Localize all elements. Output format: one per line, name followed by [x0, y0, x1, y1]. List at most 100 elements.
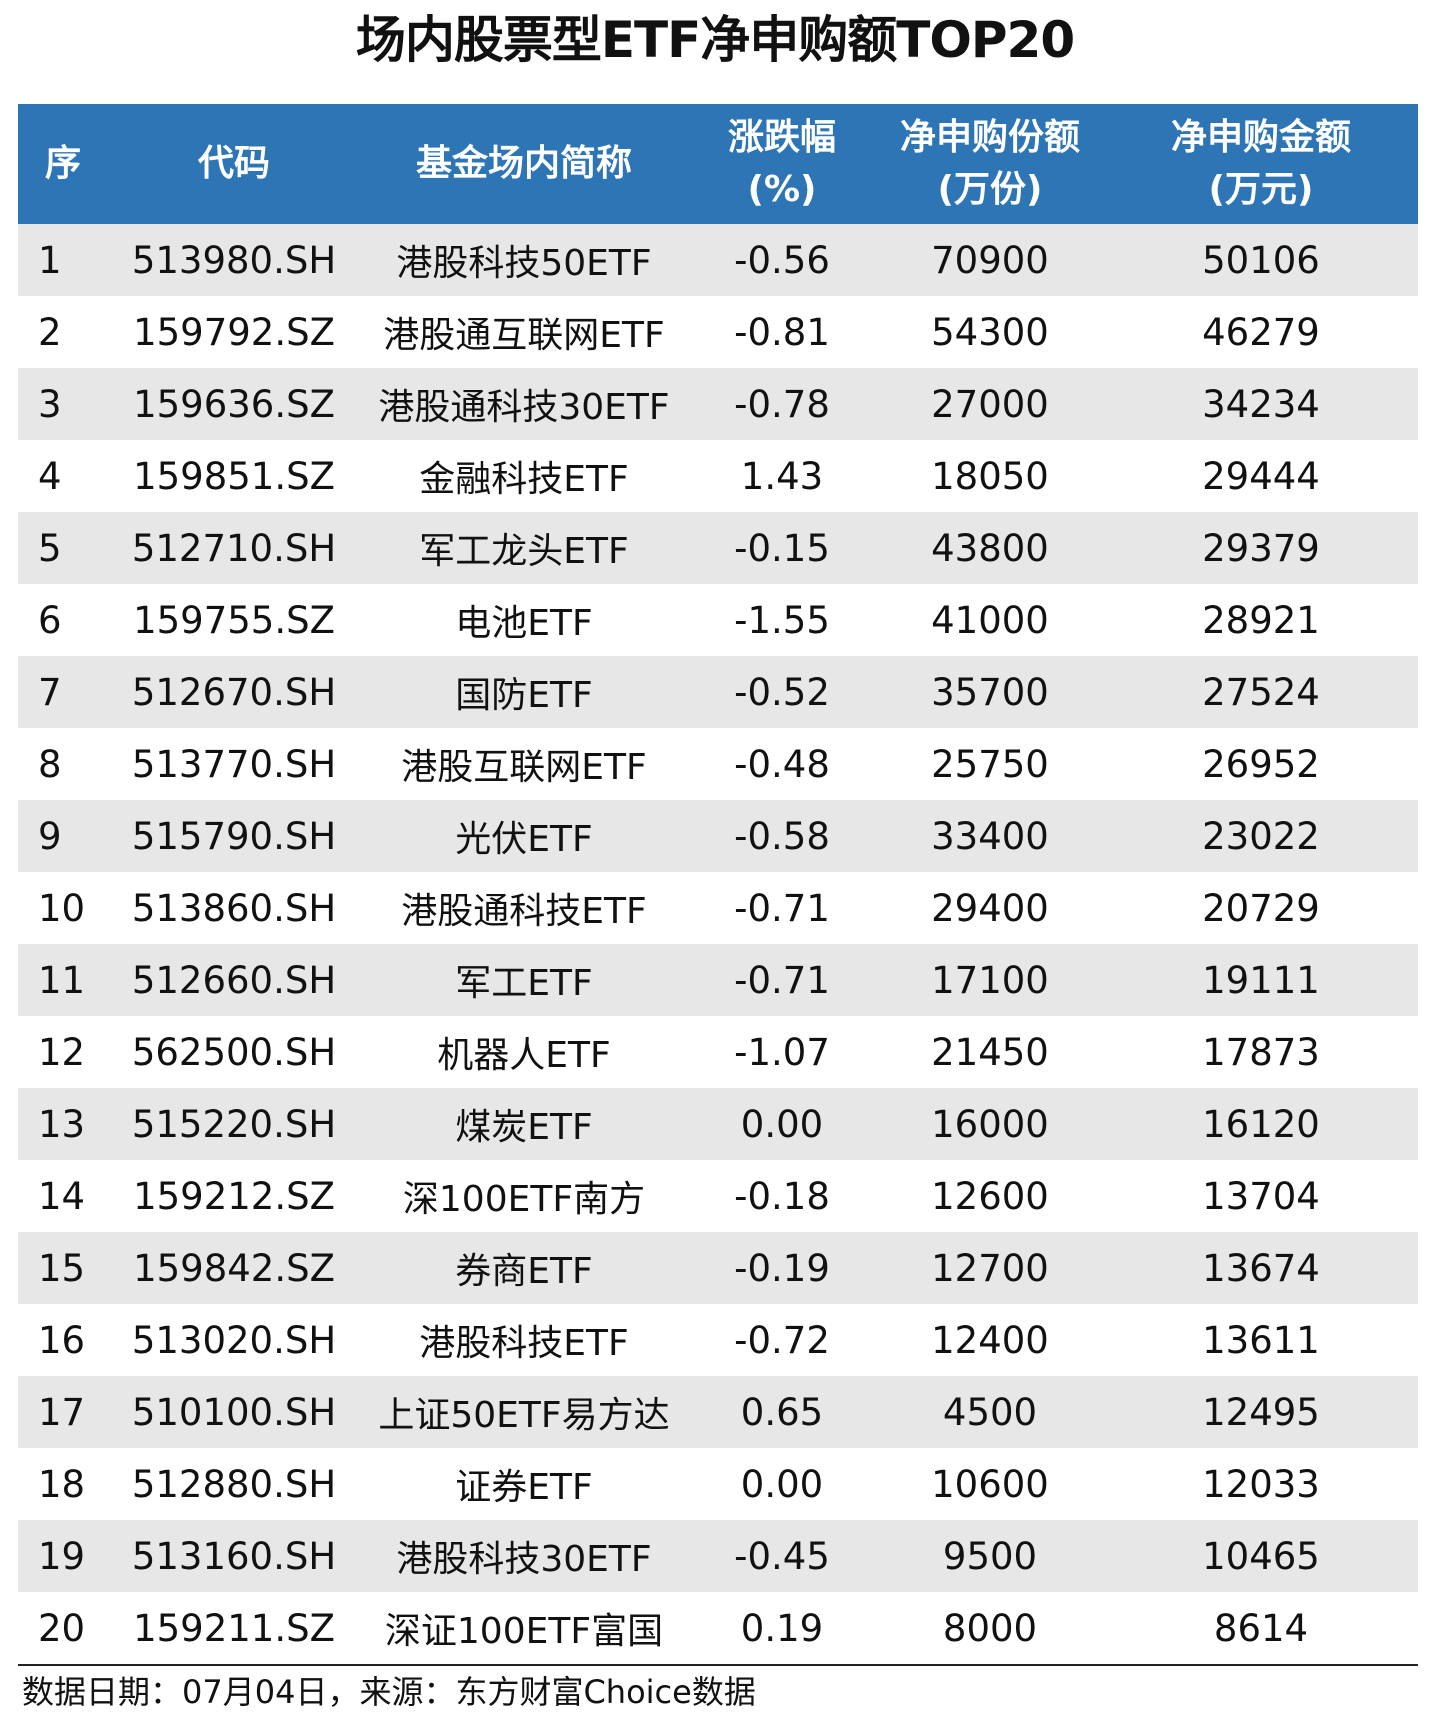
cell-net-shares: 12600 [931, 1174, 1049, 1218]
cell-change: -1.55 [734, 598, 830, 642]
cell-fund-name: 军工龙头ETF [419, 531, 629, 572]
table-row: 9 515790.SH 光伏ETF -0.58 33400 23022 [18, 800, 1418, 872]
cell-fund-name: 金融科技ETF [419, 459, 629, 500]
table-row: 15 159842.SZ 券商ETF -0.19 12700 13674 [18, 1232, 1418, 1304]
cell-fund-name: 电池ETF [455, 603, 593, 644]
cell-fund-name: 港股通科技30ETF [378, 387, 670, 428]
cell-net-shares: 12400 [931, 1318, 1049, 1362]
cell-net-amount: 12495 [1202, 1390, 1320, 1434]
cell-seq: 18 [38, 1462, 86, 1506]
cell-net-amount: 13611 [1202, 1318, 1320, 1362]
cell-net-shares: 10600 [931, 1462, 1049, 1506]
table-row: 13 515220.SH 煤炭ETF 0.00 16000 16120 [18, 1088, 1418, 1160]
cell-code: 512710.SH [131, 526, 337, 570]
table-row: 12 562500.SH 机器人ETF -1.07 21450 17873 [18, 1016, 1418, 1088]
cell-code: 159842.SZ [133, 1246, 335, 1290]
header-shares-label: 净申购份额 [899, 117, 1080, 158]
cell-net-shares: 8000 [942, 1606, 1038, 1650]
cell-fund-name: 券商ETF [455, 1251, 593, 1292]
table-row: 20 159211.SZ 深证100ETF富国 0.19 8000 8614 [18, 1592, 1418, 1664]
cell-net-shares: 29400 [931, 886, 1049, 930]
cell-seq: 14 [38, 1174, 86, 1218]
table-row: 8 513770.SH 港股互联网ETF -0.48 25750 26952 [18, 728, 1418, 800]
cell-fund-name: 港股科技30ETF [396, 1539, 652, 1580]
cell-fund-name: 港股通科技ETF [401, 891, 647, 932]
page-title: 场内股票型ETF净申购额TOP20 [355, 11, 1075, 69]
cell-code: 159792.SZ [133, 310, 335, 354]
header-change-unit: (%) [747, 169, 817, 210]
cell-seq: 9 [38, 814, 62, 858]
cell-code: 510100.SH [131, 1390, 337, 1434]
table-row: 14 159212.SZ 深100ETF南方 -0.18 12600 13704 [18, 1160, 1418, 1232]
cell-fund-name: 港股科技ETF [419, 1323, 629, 1364]
cell-seq: 16 [38, 1318, 86, 1362]
cell-code: 159211.SZ [133, 1606, 335, 1650]
cell-code: 515220.SH [131, 1102, 337, 1146]
cell-fund-name: 深100ETF南方 [402, 1179, 646, 1220]
table-body: 1 513980.SH 港股科技50ETF -0.56 70900 50106 2 15979… [18, 224, 1418, 1664]
cell-fund-name: 军工ETF [455, 963, 593, 1004]
cell-net-shares: 4500 [942, 1390, 1038, 1434]
cell-net-amount: 12033 [1202, 1462, 1320, 1506]
table-row: 7 512670.SH 国防ETF -0.52 35700 27524 [18, 656, 1418, 728]
cell-change: -1.07 [734, 1030, 830, 1074]
cell-net-amount: 28921 [1202, 598, 1320, 642]
header-name: 基金场内简称 [415, 143, 632, 184]
cell-seq: 12 [38, 1030, 86, 1074]
cell-net-amount: 50106 [1202, 238, 1320, 282]
cell-net-amount: 13704 [1202, 1174, 1320, 1218]
cell-net-amount: 26952 [1202, 742, 1320, 786]
cell-code: 159755.SZ [133, 598, 335, 642]
header-row: 序 代码 基金场内简称 涨跌幅 (%) 净申购份额 (万份) 净申购金额 (万元… [18, 104, 1418, 224]
table-row: 19 513160.SH 港股科技30ETF -0.45 9500 10465 [18, 1520, 1418, 1592]
cell-change: -0.58 [734, 814, 830, 858]
cell-fund-name: 煤炭ETF [455, 1107, 593, 1148]
cell-seq: 13 [38, 1102, 86, 1146]
header-change: 涨跌幅 (%) [688, 104, 876, 224]
cell-change: 0.19 [740, 1606, 824, 1650]
cell-seq: 7 [38, 670, 62, 714]
header-change-label: 涨跌幅 [727, 117, 836, 158]
cell-net-shares: 70900 [931, 238, 1049, 282]
cell-net-shares: 12700 [931, 1246, 1049, 1290]
header-code: 代码 [197, 143, 270, 184]
cell-net-amount: 10465 [1202, 1534, 1320, 1578]
table-row: 6 159755.SZ 电池ETF -1.55 41000 28921 [18, 584, 1418, 656]
cell-code: 512670.SH [131, 670, 337, 714]
cell-seq: 19 [38, 1534, 86, 1578]
cell-code: 159212.SZ [133, 1174, 335, 1218]
table-row: 3 159636.SZ 港股通科技30ETF -0.78 27000 34234 [18, 368, 1418, 440]
cell-code: 513980.SH [131, 238, 337, 282]
header-seq: 序 [44, 143, 81, 184]
header-amount-unit: (万元) [1208, 169, 1314, 210]
table-row: 11 512660.SH 军工ETF -0.71 17100 19111 [18, 944, 1418, 1016]
table-row: 2 159792.SZ 港股通互联网ETF -0.81 54300 46279 [18, 296, 1418, 368]
footer-divider [18, 1664, 1418, 1666]
cell-seq: 15 [38, 1246, 86, 1290]
cell-seq: 10 [38, 886, 86, 930]
cell-seq: 3 [38, 382, 62, 426]
cell-change: -0.78 [734, 382, 830, 426]
cell-change: -0.19 [734, 1246, 830, 1290]
cell-seq: 5 [38, 526, 62, 570]
cell-net-shares: 41000 [931, 598, 1049, 642]
cell-net-shares: 17100 [931, 958, 1049, 1002]
cell-net-amount: 27524 [1202, 670, 1320, 714]
cell-net-amount: 17873 [1202, 1030, 1320, 1074]
cell-net-amount: 8614 [1213, 1606, 1309, 1650]
cell-code: 513160.SH [131, 1534, 337, 1578]
table-header: 序 代码 基金场内简称 涨跌幅 (%) 净申购份额 (万份) 净申购金额 (万元… [18, 104, 1418, 224]
cell-code: 159636.SZ [133, 382, 335, 426]
cell-seq: 20 [38, 1606, 86, 1650]
cell-change: 0.00 [740, 1102, 824, 1146]
cell-change: -0.15 [734, 526, 830, 570]
cell-seq: 8 [38, 742, 62, 786]
cell-fund-name: 港股通互联网ETF [383, 315, 665, 356]
cell-change: -0.45 [734, 1534, 830, 1578]
cell-net-shares: 35700 [931, 670, 1049, 714]
cell-code: 562500.SH [131, 1030, 337, 1074]
cell-change: -0.18 [734, 1174, 830, 1218]
cell-change: -0.72 [734, 1318, 830, 1362]
cell-net-shares: 16000 [931, 1102, 1049, 1146]
cell-change: -0.81 [734, 310, 830, 354]
